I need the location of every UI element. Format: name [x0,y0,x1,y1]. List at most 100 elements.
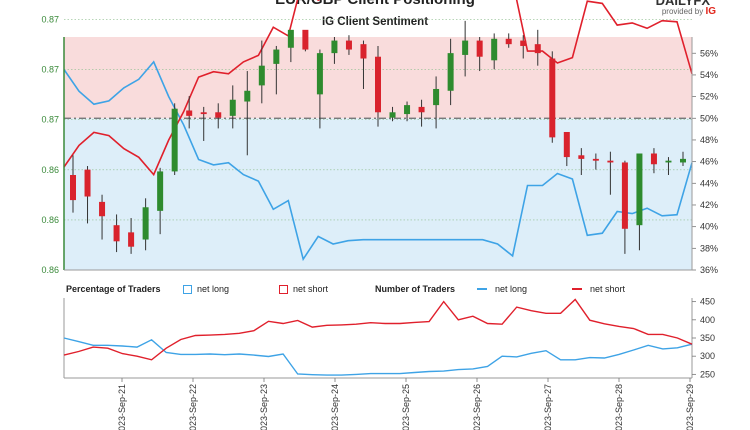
candle-body [229,99,236,116]
percent-tick-label: 42% [700,200,718,210]
candle [462,20,469,77]
date-tick-label: 2023-Sep-26 [472,384,482,430]
percent-tick-label: 40% [700,222,718,232]
candle [433,76,440,129]
candle-body [316,53,323,95]
candle-body [273,49,280,64]
count-tick-label: 250 [700,369,715,379]
legend-num-short: net short [572,283,625,295]
candle [302,29,309,52]
candle [186,96,193,129]
count-tick-label: 400 [700,315,715,325]
candle [578,148,585,176]
candle [229,85,236,129]
candle-body [142,207,149,240]
candle-body [360,44,367,59]
candle-body [287,29,294,48]
candle-body [549,58,556,138]
percent-tick-label: 38% [700,243,718,253]
legend-pct-short-label: net short [293,284,329,294]
candle-body [462,40,469,55]
candle [84,166,91,224]
legend-long-line [477,288,487,290]
candle-body [433,88,440,106]
legend-number: Number of Traders [375,283,455,295]
candle [665,157,672,176]
chart-subtitle: IG Client Sentiment [321,16,429,28]
candle-body [592,158,599,161]
candle [157,167,164,235]
percent-tick-label: 50% [700,113,718,123]
candle [534,29,541,66]
candle-body [345,40,352,50]
percent-tick-label: 56% [700,48,718,58]
percent-tick-label: 46% [700,157,718,167]
candle [636,153,643,251]
candle-body [418,106,425,113]
provided-by-text: provided by [661,7,704,16]
count-tick-label: 300 [700,351,715,361]
candle-body [258,65,265,86]
legend-long-swatch [183,284,192,294]
candle [375,45,381,127]
candle [331,37,338,64]
legend-pct-short: net short [279,283,328,295]
date-tick-label: 2023-Sep-29 [685,384,695,430]
percent-tick-label: 36% [700,265,718,275]
candle [287,29,294,63]
percent-tick-label: 54% [700,70,718,80]
candle [505,33,512,48]
candle [418,99,425,127]
candle [491,33,498,70]
candle-body [578,155,585,159]
candle [70,155,76,213]
candle-body [157,171,164,211]
date-tick-label: 2023-Sep-21 [117,384,127,430]
provided-by: provided by IG [662,6,716,17]
candle [345,35,352,55]
candle-body [171,108,178,172]
candle [244,71,251,156]
percent-tick-label: 48% [700,135,718,145]
candle-body [186,110,193,116]
candle-body [650,153,657,165]
candle-body [244,90,251,102]
candle-body [375,56,381,113]
candle [563,131,570,167]
candle [316,49,323,129]
candle [404,101,411,122]
date-tick-label: 2023-Sep-22 [188,384,198,430]
net-short-percent-line [63,0,693,177]
candle-body [491,38,498,61]
candle-body [215,112,222,118]
candle-body [505,38,512,45]
candle [592,153,599,170]
count-tick-label: 350 [700,333,715,343]
price-tick-label: 0.87 [41,14,59,24]
candle-body [680,158,686,163]
candle-body [621,162,628,229]
candle-body [200,112,207,115]
candle [200,106,207,141]
candle-body [447,53,454,91]
legend-num-short-label: net short [590,284,626,294]
candle-body [113,225,120,242]
price-tick-label: 0.86 [41,215,59,225]
date-tick-label: 2023-Sep-27 [543,384,553,430]
legend-pct-title: Percentage of Traders [66,284,161,294]
brand-logo: DAILYFX [655,0,710,8]
candle [621,160,628,254]
candle-body [99,201,106,217]
net-long-zone [64,118,692,270]
price-tick-label: 0.87 [41,115,59,125]
candle [607,151,614,195]
candle [680,151,686,167]
legend-pct-long: net long [183,283,229,295]
candle [258,40,265,104]
candle [447,38,454,106]
count-tick-label: 450 [700,297,715,307]
chart-title: EUR/GBP Client Positioning [0,0,750,8]
date-tick-label: 2023-Sep-23 [259,384,269,430]
candle-body [128,232,135,247]
price-tick-label: 0.86 [41,265,59,275]
